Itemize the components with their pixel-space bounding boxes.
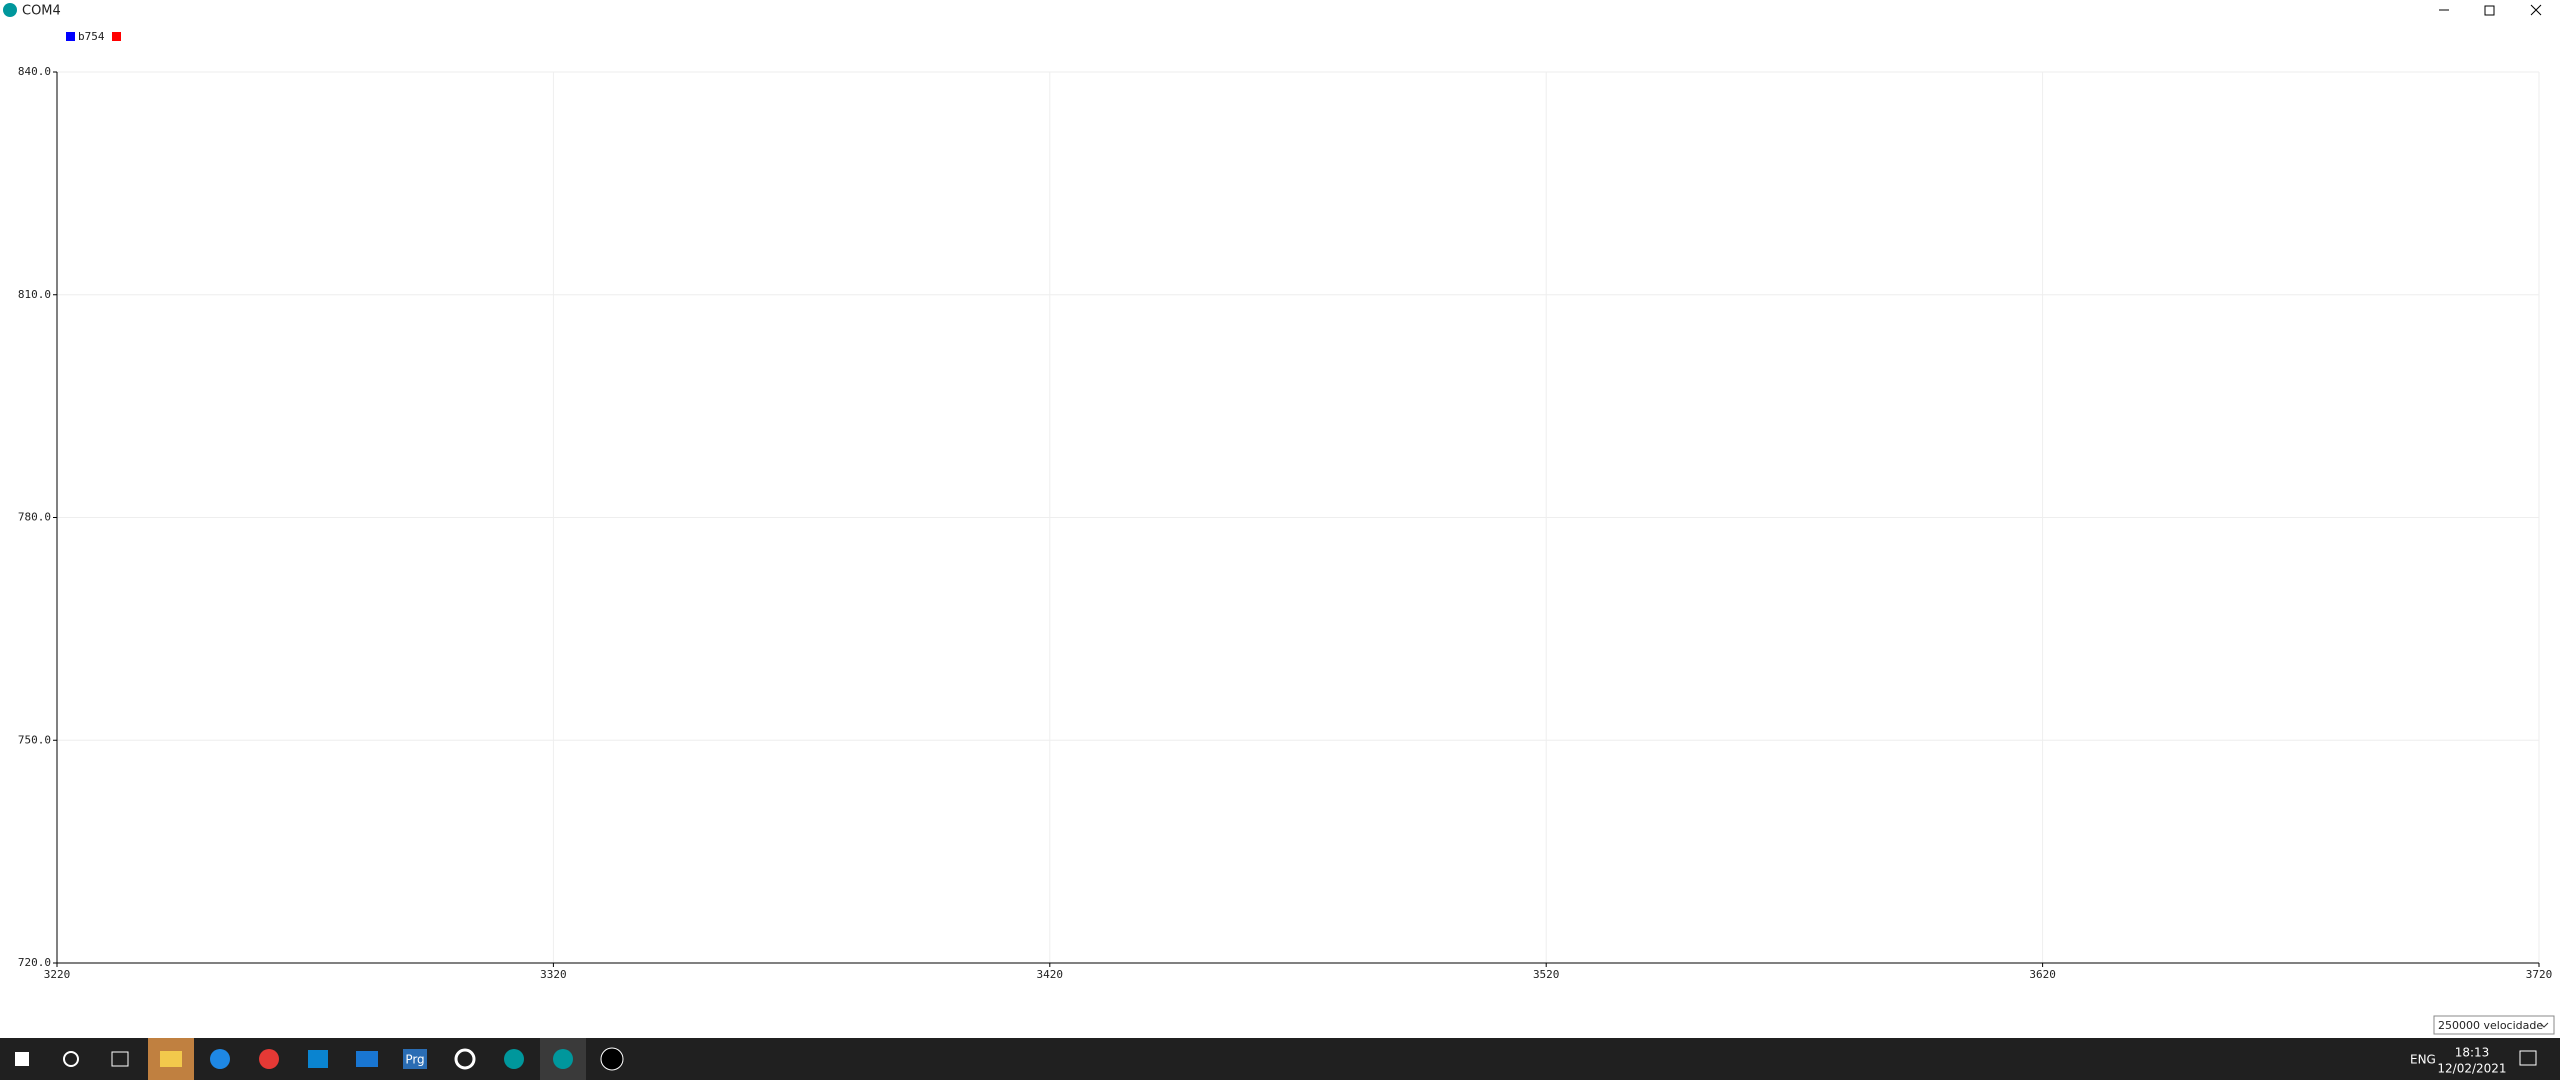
edge-icon[interactable] [210, 1049, 230, 1069]
legend-label: b754 [78, 30, 105, 43]
explorer-icon [160, 1051, 182, 1067]
dropdown-arrow [2539, 1022, 2549, 1028]
restore-button[interactable] [2484, 5, 2495, 16]
x-tick-label: 3520 [1533, 968, 1560, 981]
clock-time[interactable]: 18:13 [2455, 1046, 2490, 1060]
x-tick-label: 3320 [540, 968, 567, 981]
notifications[interactable] [2519, 1050, 2537, 1066]
legend-swatch [112, 32, 121, 41]
chrome-icon[interactable] [259, 1049, 279, 1069]
x-tick-label: 3720 [2526, 968, 2553, 981]
y-tick-label: 750.0 [18, 733, 51, 746]
app-icon [3, 3, 17, 17]
y-tick-label: 780.0 [18, 511, 51, 524]
taskbar [0, 1038, 2560, 1080]
settings-icon[interactable] [454, 1048, 476, 1070]
language-indicator[interactable]: ENG [2410, 1053, 2436, 1067]
clock-date[interactable]: 12/02/2021 [2437, 1062, 2506, 1076]
y-tick-label: 840.0 [18, 65, 51, 78]
mail-icon[interactable] [356, 1051, 378, 1067]
x-tick-label: 3620 [2029, 968, 2056, 981]
x-tick-label: 3420 [1037, 968, 1064, 981]
task-view[interactable] [111, 1051, 129, 1067]
app-icon[interactable] [600, 1047, 624, 1071]
legend-swatch [66, 32, 75, 41]
store-icon[interactable] [308, 1050, 328, 1068]
y-tick-label: 810.0 [18, 288, 51, 301]
prg-icon[interactable] [403, 1049, 427, 1069]
y-tick-label: 720.0 [18, 956, 51, 969]
arduino-icon [553, 1049, 573, 1069]
window-title: COM4 [22, 4, 61, 19]
prg-label: Prg [405, 1053, 424, 1067]
x-tick-label: 3220 [44, 968, 71, 981]
start-button[interactable] [15, 1052, 29, 1066]
baud-select-label: 250000 velocidade [2438, 1019, 2543, 1032]
search-button[interactable] [63, 1051, 79, 1067]
arduino-icon[interactable] [504, 1049, 524, 1069]
close-button[interactable] [2530, 4, 2542, 16]
baud-select[interactable] [2433, 1015, 2555, 1035]
